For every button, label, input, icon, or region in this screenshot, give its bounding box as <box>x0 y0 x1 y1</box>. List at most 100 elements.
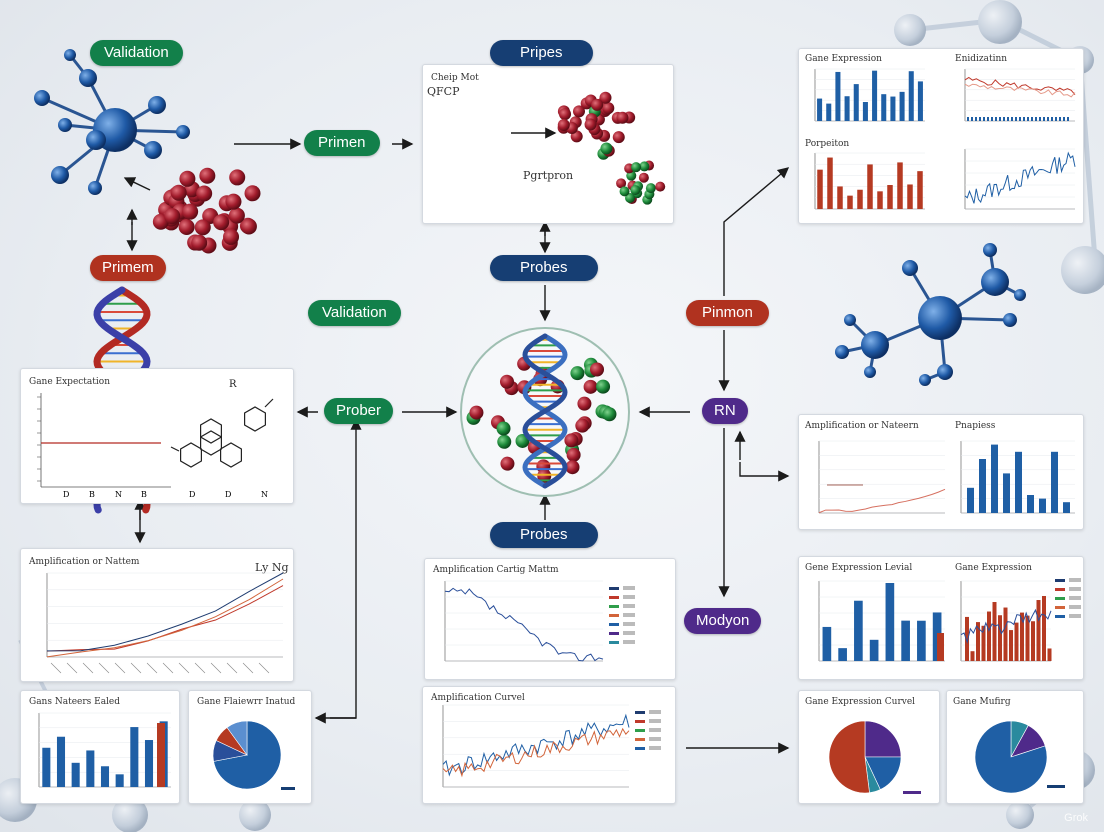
bar <box>1031 621 1035 661</box>
legend-text-mark <box>649 719 661 723</box>
dna-strand-b <box>522 333 568 489</box>
bar <box>1035 117 1037 121</box>
bar <box>822 626 832 661</box>
bar <box>837 186 843 209</box>
bar <box>100 766 110 787</box>
center-sphere <box>577 396 592 411</box>
bar <box>1011 117 1013 121</box>
center-sphere <box>583 379 598 394</box>
label-rn: RN <box>702 398 748 424</box>
red-sphere <box>229 169 246 186</box>
bar <box>71 762 80 787</box>
bar <box>991 117 993 121</box>
bar <box>1063 502 1070 513</box>
legend-text-mark <box>623 613 635 617</box>
legend-text-mark <box>1069 596 1081 600</box>
bar <box>991 444 998 513</box>
series-line <box>46 578 284 658</box>
bar <box>1009 630 1013 661</box>
bar <box>827 157 833 209</box>
label-validation-top: Validation <box>90 40 183 66</box>
series-line <box>46 585 284 652</box>
bar <box>1003 117 1005 121</box>
bar <box>979 459 986 513</box>
red-cluster-icon <box>123 167 261 254</box>
bar <box>1055 117 1057 121</box>
molecule-sphere <box>600 142 613 155</box>
x-tick-label-mark <box>50 662 62 674</box>
bar <box>987 611 991 661</box>
pie-slice <box>864 756 902 790</box>
panel-gene-expression-curve-pie: Gane Expression Curvel <box>798 690 940 804</box>
series-line <box>964 76 1076 95</box>
legend-swatch <box>281 787 295 790</box>
legend-text-mark <box>649 746 661 750</box>
bar <box>907 184 913 209</box>
legend-text-mark <box>623 631 635 635</box>
bond <box>170 446 180 452</box>
x-tick-label: D <box>63 490 69 499</box>
pie-slice <box>226 720 248 756</box>
panel-amplification-curve: Amplification Curvel <box>422 686 676 804</box>
bar <box>1036 600 1041 661</box>
bar <box>1067 117 1069 121</box>
x-tick-label-mark <box>258 662 270 674</box>
legend-text-mark <box>623 640 635 644</box>
bar <box>1043 117 1045 121</box>
legend-swatch <box>609 632 619 635</box>
bar <box>130 727 139 787</box>
bar <box>917 81 923 121</box>
molecule-sphere <box>616 178 627 189</box>
bar <box>979 117 981 121</box>
center-sphere <box>575 418 590 433</box>
center-sphere <box>500 456 515 471</box>
bar <box>1027 495 1034 513</box>
bar <box>987 117 989 121</box>
bar <box>86 750 95 787</box>
red-sphere <box>196 185 213 202</box>
bar <box>1025 615 1030 661</box>
panel-amplification-right: Amplification or Nateern Pnapiess <box>798 414 1084 530</box>
bar <box>56 736 66 787</box>
bar <box>853 84 859 121</box>
center-sphere <box>497 434 512 449</box>
x-tick-label-mark <box>194 662 206 674</box>
bar <box>917 171 923 209</box>
hexagon-ring <box>220 442 242 468</box>
bar <box>890 96 896 121</box>
red-sphere <box>178 218 195 235</box>
legend-swatch <box>1055 579 1065 582</box>
chart-title-amplification-right: Amplification or Nateern <box>805 421 919 431</box>
x-tick-label: N <box>261 490 268 499</box>
molecule-sphere <box>602 102 615 115</box>
pie-slice <box>974 720 1048 794</box>
bar <box>869 639 879 661</box>
bar <box>844 96 850 121</box>
bar <box>1023 117 1025 121</box>
bar <box>1039 498 1046 513</box>
legend-text-mark <box>649 737 661 741</box>
x-tick-label-mark <box>146 662 158 674</box>
panel-qpcr-arrow-label: Pgrtpron <box>523 169 574 182</box>
bar <box>862 102 868 121</box>
bar <box>1020 612 1024 661</box>
bar <box>877 191 883 209</box>
molecule-sphere <box>599 91 612 104</box>
center-dna-icon <box>460 327 630 497</box>
legend-swatch <box>635 747 645 750</box>
legend-swatch <box>635 720 645 723</box>
series-line <box>818 488 946 514</box>
series-line <box>442 727 630 778</box>
chart-title-gene-expression-level: Gene Expression Levial <box>805 563 913 573</box>
legend-swatch <box>609 596 619 599</box>
bar <box>1039 117 1041 121</box>
bar <box>981 625 986 661</box>
red-sphere <box>182 203 199 220</box>
bottom-left-pie-chart <box>212 720 295 790</box>
series-line <box>960 608 1052 644</box>
legend-text-mark <box>649 728 661 732</box>
center-sphere <box>602 407 617 422</box>
amplification-pattern-chart <box>46 572 284 674</box>
bar <box>857 189 863 209</box>
